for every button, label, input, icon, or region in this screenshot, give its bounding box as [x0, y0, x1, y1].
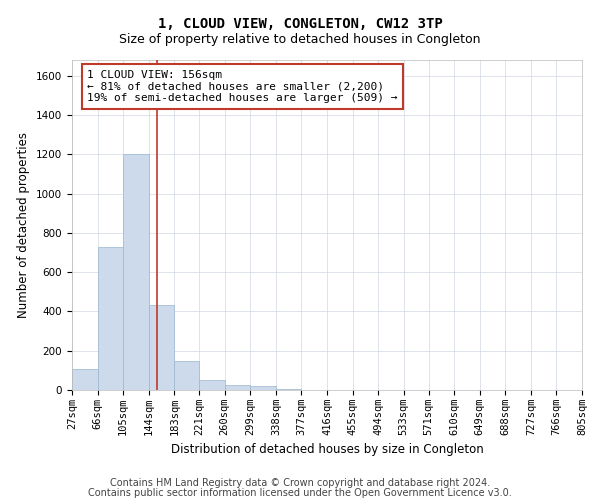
Text: Size of property relative to detached houses in Congleton: Size of property relative to detached ho…: [119, 32, 481, 46]
Text: 1 CLOUD VIEW: 156sqm
← 81% of detached houses are smaller (2,200)
19% of semi-de: 1 CLOUD VIEW: 156sqm ← 81% of detached h…: [88, 70, 398, 103]
Text: 1, CLOUD VIEW, CONGLETON, CW12 3TP: 1, CLOUD VIEW, CONGLETON, CW12 3TP: [158, 18, 442, 32]
Bar: [149, 304, 174, 390]
Bar: [98, 246, 123, 390]
Y-axis label: Number of detached properties: Number of detached properties: [17, 132, 31, 318]
Text: Contains public sector information licensed under the Open Government Licence v3: Contains public sector information licen…: [88, 488, 512, 498]
Bar: [276, 389, 301, 390]
Bar: [123, 154, 149, 390]
Bar: [225, 384, 250, 390]
X-axis label: Distribution of detached houses by size in Congleton: Distribution of detached houses by size …: [170, 444, 484, 456]
Bar: [250, 386, 276, 390]
Bar: [72, 370, 98, 390]
Bar: [199, 380, 225, 390]
Bar: [174, 361, 199, 390]
Text: Contains HM Land Registry data © Crown copyright and database right 2024.: Contains HM Land Registry data © Crown c…: [110, 478, 490, 488]
